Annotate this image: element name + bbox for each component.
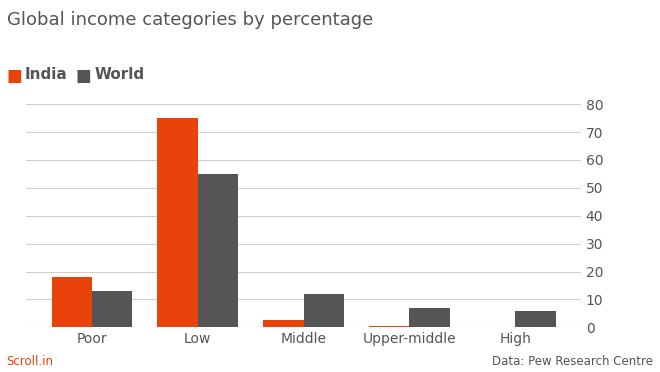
Text: ■: ■ [76,67,92,85]
Text: World: World [94,67,145,82]
Bar [51,277,92,327]
Bar [92,291,132,327]
Text: Global income categories by percentage: Global income categories by percentage [7,11,373,29]
Bar [198,174,238,327]
Bar [304,294,344,327]
Text: Data: Pew Research Centre: Data: Pew Research Centre [492,355,653,368]
Bar [369,326,409,327]
Bar [263,320,304,327]
Text: India: India [25,67,68,82]
Bar [409,308,449,327]
Text: ■: ■ [7,67,22,85]
Text: Scroll.in: Scroll.in [7,355,53,368]
Bar [515,311,556,327]
Bar [158,118,198,327]
